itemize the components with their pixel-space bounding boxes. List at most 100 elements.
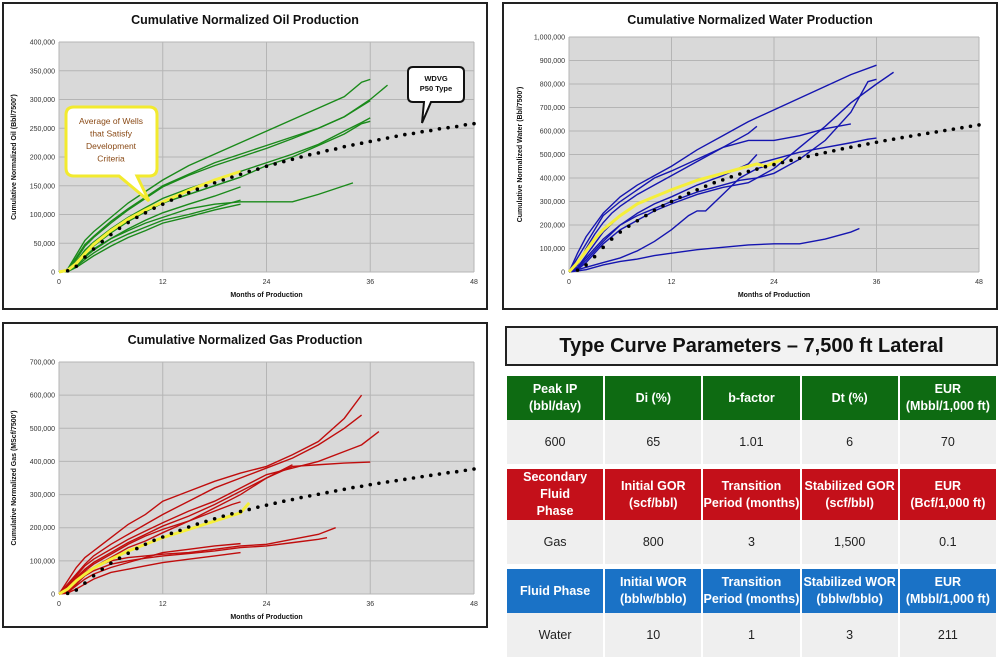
callout-text: Development: [86, 141, 137, 151]
type-curve-point: [143, 542, 148, 547]
type-curve-point: [618, 230, 623, 234]
y-tick-label: 350,000: [30, 68, 55, 75]
type-curve-point: [342, 487, 347, 492]
green-header-row: Peak IP (bbl/day) Di (%) b-factor Dt (%) EUR(…: [504, 376, 999, 420]
header-cell: Stabilized GOR (scf/bbl): [799, 466, 900, 520]
type-curve-point: [325, 490, 329, 495]
x-tick-label: 12: [159, 601, 167, 608]
type-curve-point: [891, 137, 896, 142]
type-curve-point: [117, 556, 122, 561]
type-curve-point: [437, 127, 442, 131]
type-curve-point: [230, 511, 234, 516]
average-series-line: [58, 169, 242, 274]
red-value-row: Gas 800 3 1,500 0.1: [504, 520, 999, 569]
type-curve-point: [652, 208, 657, 213]
type-curve-point: [221, 514, 226, 518]
y-tick-label: 600,000: [30, 393, 55, 400]
y-tick-label: 500,000: [540, 152, 565, 159]
type-curve-point: [273, 501, 277, 505]
header-cell: b-factor: [701, 376, 802, 420]
y-tick-label: 1,000,000: [534, 35, 565, 42]
type-curve-point: [238, 172, 243, 177]
x-tick-label: 0: [567, 279, 571, 286]
blue-header-row: Fluid Phase Initial WOR (bblw/bblo) Transit…: [504, 566, 999, 613]
value-cell: 800: [603, 520, 704, 569]
well-series-line: [568, 71, 894, 273]
header-cell: EUR (Mbbl/1,000 ft): [897, 376, 999, 420]
type-curve-point: [411, 476, 416, 480]
type-curve-point: [772, 162, 776, 167]
x-tick-label: 12: [159, 279, 167, 286]
type-curve-point: [394, 478, 398, 483]
type-curve-point: [368, 482, 373, 487]
x-tick-label: 12: [668, 279, 676, 286]
y-tick-label: 150,000: [30, 183, 55, 190]
x-tick-label: 24: [263, 601, 271, 608]
type-curve-point: [943, 128, 947, 133]
header-cell: Stabilized WOR (bblw/bblo): [799, 566, 900, 613]
type-curve-point: [454, 469, 459, 474]
type-curve-point: [281, 159, 286, 164]
type-curve-point: [446, 125, 450, 130]
type-curve-point: [729, 175, 734, 179]
type-curve-point: [686, 191, 691, 196]
gas-production-chart: Cumulative Normalized Gas Production 0 100…: [2, 322, 488, 628]
water-chart-svg: Cumulative Normalized Water Production 0 1…: [517, 13, 983, 299]
value-cell: 0.1: [897, 520, 999, 569]
average-series-line: [58, 501, 251, 596]
type-curve-point: [204, 519, 208, 524]
type-curve-point: [849, 145, 853, 150]
y-tick-label: 400,000: [30, 459, 55, 466]
type-curve-point: [428, 128, 433, 133]
type-curve-point: [437, 472, 442, 476]
well-series-line: [58, 117, 371, 273]
type-curve-point: [635, 218, 640, 223]
type-curve-point: [703, 184, 708, 189]
type-curve-point: [695, 187, 699, 192]
value-cell: 600: [504, 420, 606, 469]
chart-title: Cumulative Normalized Gas Production: [128, 333, 363, 347]
type-curve-point: [100, 239, 105, 244]
header-cell: EUR (Mbbl/1,000 ft): [897, 566, 999, 613]
type-curve-point: [221, 178, 226, 182]
type-curve-point: [238, 509, 243, 514]
type-curve-point: [951, 127, 956, 131]
value-cell: 211: [897, 613, 999, 662]
type-curve-point: [385, 136, 390, 140]
type-curve-point: [143, 210, 148, 215]
callout-text: P50 Type: [420, 84, 452, 93]
value-cell: 65: [603, 420, 704, 469]
y-tick-label: 100,000: [540, 246, 565, 253]
well-series-line: [58, 394, 363, 595]
type-curve-point: [925, 131, 930, 136]
type-curve-point: [186, 190, 191, 195]
type-curve-point: [385, 480, 390, 484]
type-curve-point: [592, 254, 597, 259]
x-tick-label: 36: [366, 279, 374, 286]
x-axis-label: Months of Production: [230, 292, 302, 299]
average-wells-callout: Average of Wells that Satisfy Development C…: [64, 105, 159, 203]
type-curve-point: [968, 124, 973, 129]
well-series-line: [58, 78, 371, 273]
type-curve-point: [609, 237, 614, 241]
type-curve-point: [403, 132, 407, 137]
chart-title: Cumulative Normalized Oil Production: [131, 13, 359, 27]
type-curve-point: [186, 525, 191, 529]
type-curve-point: [230, 175, 234, 179]
type-curve-point: [135, 215, 139, 220]
type-curve-point: [333, 489, 338, 493]
type-curve-point: [814, 152, 819, 157]
type-curve-point: [377, 137, 381, 142]
y-tick-label: 600,000: [540, 129, 565, 136]
type-curve-point: [307, 152, 312, 157]
callout-shape: [407, 66, 465, 124]
y-tick-label: 200,000: [540, 223, 565, 230]
well-series-line: [568, 78, 877, 273]
type-curve-point: [307, 494, 312, 498]
type-curve-point: [299, 495, 303, 500]
y-tick-label: 500,000: [30, 426, 55, 433]
y-axis-label: Cumulative Normalized Oil (Bbl/7500'): [11, 94, 18, 220]
type-curve-point: [109, 561, 113, 565]
type-curve-point: [204, 183, 208, 188]
